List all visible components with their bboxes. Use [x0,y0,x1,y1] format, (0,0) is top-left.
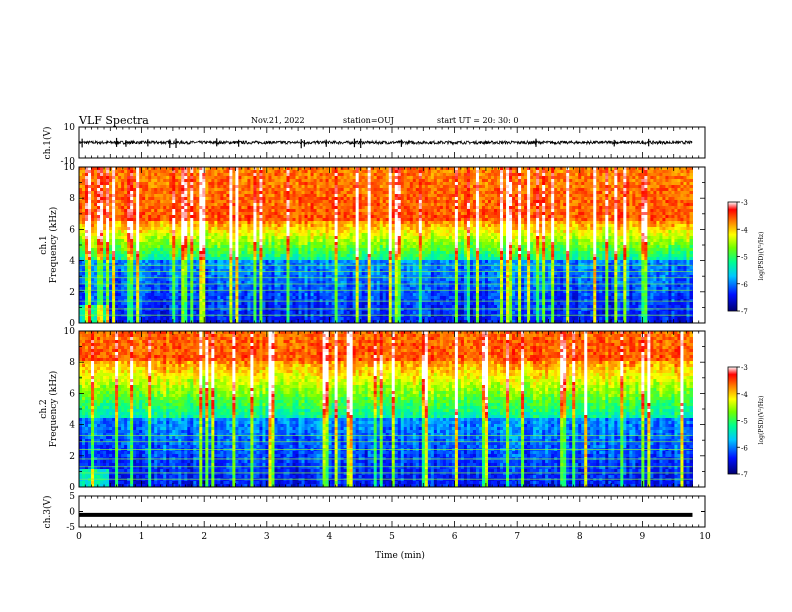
ch2-colorbar: -3 -4 -5 -6 -7 [727,364,748,479]
ch3-voltage-tick-label: 0 [69,508,75,518]
ch1-waveform-line [79,139,693,146]
date-label: Nov.21, 2022 [251,116,305,125]
frequency-tick-label: 4 [69,257,75,267]
ch3-voltage-tick-label: -5 [66,523,75,533]
ch3-voltage-axis-label: ch.3(V) [42,496,53,529]
colorbar-tick-label: -7 [741,471,748,479]
ch1-voltage-tick-label: -10 [61,157,76,167]
time-tick-label: 5 [389,532,395,542]
ch1-spectrogram-image [79,167,693,323]
colorbar-gradient [727,366,738,475]
colorbar-tick-label: -6 [741,444,748,452]
frequency-tick-label: 0 [69,483,75,493]
ch1-voltage-axis-label: ch.1(V) [42,127,53,160]
ch3-voltage-tick-label: 5 [69,492,75,502]
time-tick-label: 7 [514,532,520,542]
ch1-colorbar-label: log(PSD)(V²/Hz) [758,232,765,281]
time-tick-label: 3 [264,532,270,542]
frequency-tick-label: 10 [64,163,76,173]
ch1-waveform-trace [79,137,693,149]
time-tick-label: 8 [577,532,583,542]
time-tick-label: 6 [452,532,458,542]
ch1-waveform-panel: 10 -10 [61,123,706,167]
ch2-channel-axis-label: ch.2 [39,399,49,418]
station-label: station=OUJ [343,116,394,125]
ch2-spectrogram-image [79,331,693,487]
frequency-tick-label: 4 [69,421,75,431]
time-tick-label: 1 [139,532,145,542]
ch1-frequency-axis-label: Frequency (kHz) [48,207,59,284]
colorbar-tick-label: -5 [741,254,748,262]
frequency-tick-label: 2 [69,452,75,462]
time-axis-label: Time (min) [375,550,425,561]
frequency-tick-label: 6 [69,389,75,399]
ch2-spectrogram-panel: 0 2 4 6 8 10 [64,327,706,493]
frequency-tick-label: 2 [69,288,75,298]
ch2-frequency-axis-label: Frequency (kHz) [48,371,59,448]
frequency-tick-label: 8 [69,194,75,204]
frequency-tick-label: 0 [69,319,75,329]
colorbar-tick-label: -4 [741,226,748,234]
time-tick-label: 9 [640,532,646,542]
ch1-spectrogram-panel: 0 2 4 6 8 10 [64,163,706,329]
time-tick-label: 4 [327,532,333,542]
colorbar-tick-label: -7 [741,308,748,316]
colorbar-tick-label: -6 [741,281,748,289]
colorbar-tick-label: -3 [741,364,748,372]
frequency-tick-label: 10 [64,327,76,337]
ch1-colorbar: -3 -4 -5 -6 -7 [727,199,748,316]
time-tick-label: 0 [76,532,82,542]
ch1-voltage-tick-label: 10 [64,123,76,133]
frequency-tick-label: 8 [69,358,75,368]
start-time-label: start UT = 20: 30: 0 [437,116,518,125]
ch2-colorbar-label: log(PSD)(V²/Hz) [758,396,765,445]
colorbar-tick-label: -3 [741,199,748,207]
figure-title: VLF Spectra [79,114,149,127]
colorbar-tick-label: -4 [741,391,748,399]
time-tick-label: 10 [699,532,711,542]
ch1-channel-axis-label: ch.1 [39,235,49,254]
frequency-tick-label: 6 [69,225,75,235]
colorbar-gradient [727,201,738,312]
time-tick-label: 2 [201,532,207,542]
colorbar-tick-label: -5 [741,418,748,426]
